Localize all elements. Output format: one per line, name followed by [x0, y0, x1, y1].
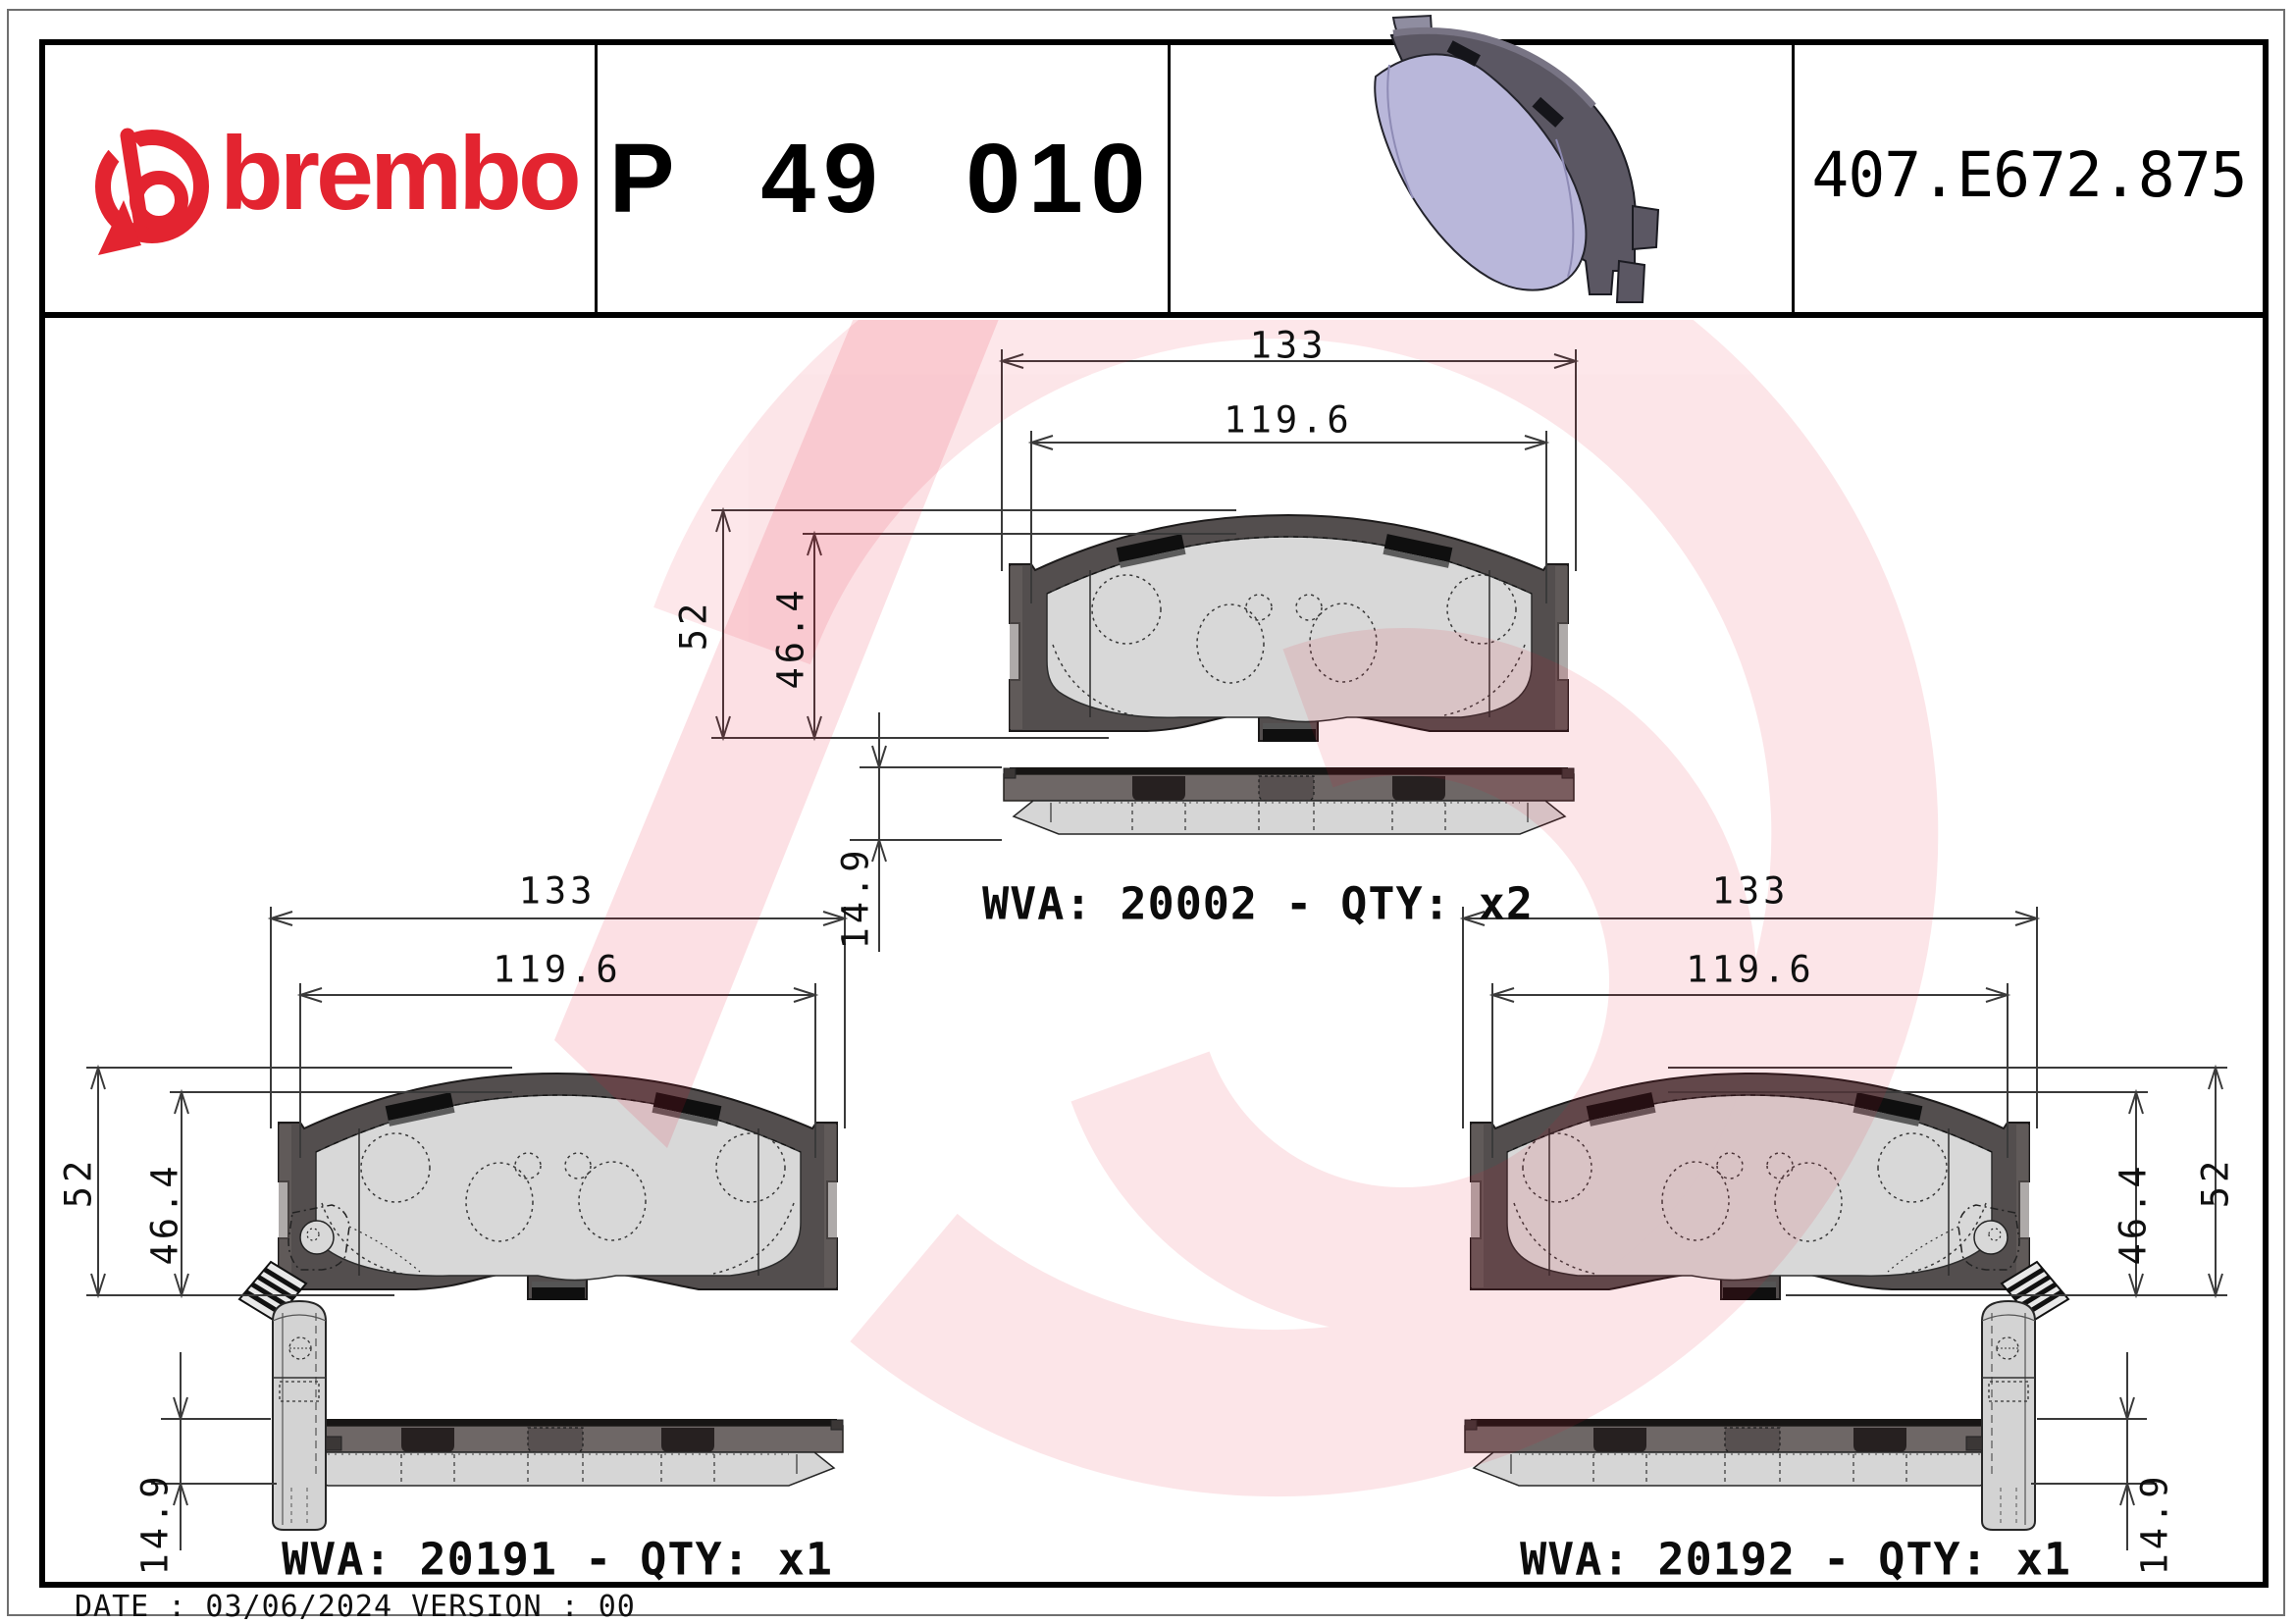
- wva-qty-label: WVA: 20002 - QTY: x2: [982, 877, 1534, 930]
- header-divider: [39, 312, 2269, 318]
- drawing-frame: [39, 39, 2269, 1588]
- dim-label-total-width: 133: [1249, 324, 1328, 367]
- dim-label-thickness: 14.9: [133, 1472, 177, 1576]
- dim-label-thickness: 14.9: [834, 846, 877, 950]
- footer-date-version: DATE : 03/06/2024 VERSION : 00: [75, 1590, 636, 1624]
- dim-label-thickness: 14.9: [2133, 1472, 2176, 1576]
- drawing-bottom-right: [1459, 907, 2227, 1550]
- wva-qty-label: WVA: 20191 - QTY: x1: [282, 1533, 833, 1586]
- drawing-top-center: [711, 349, 1580, 952]
- dim-label-pad-width: 119.6: [493, 948, 622, 991]
- drawing-bottom-left: [86, 907, 849, 1550]
- wva-qty-label: WVA: 20192 - QTY: x1: [1520, 1533, 2071, 1586]
- brake-pad-3d-image: [1374, 14, 1660, 303]
- dim-label-total-height: 52: [57, 1156, 100, 1209]
- dim-label-pad-width: 119.6: [1686, 948, 1815, 991]
- brembo-logo-icon: [90, 110, 209, 255]
- page-border: [7, 9, 2285, 1616]
- header-cell-divider: [595, 45, 598, 312]
- dim-label-pad-width: 119.6: [1224, 398, 1353, 442]
- dim-label-pad-height: 46.4: [769, 586, 812, 690]
- header-cell-divider: [1168, 45, 1171, 312]
- dim-label-total-width: 133: [518, 869, 597, 913]
- dim-label-total-height: 52: [672, 599, 715, 652]
- part-number: P 49 010: [608, 123, 1154, 234]
- reference-code: 407.E672.875: [1811, 139, 2247, 211]
- dim-label-total-height: 52: [2194, 1156, 2237, 1209]
- dim-label-total-width: 133: [1711, 869, 1790, 913]
- dim-label-pad-height: 46.4: [143, 1162, 186, 1266]
- dim-label-pad-height: 46.4: [2112, 1162, 2155, 1266]
- brand-wordmark: brembo: [220, 116, 582, 232]
- header-cell-divider: [1792, 45, 1795, 312]
